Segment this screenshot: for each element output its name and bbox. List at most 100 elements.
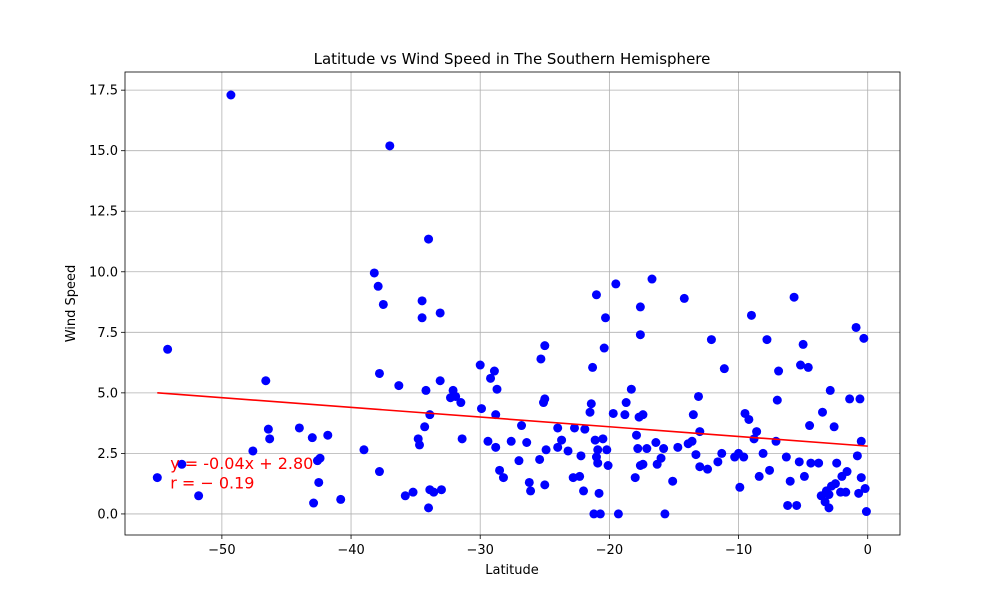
data-point bbox=[695, 427, 705, 437]
data-point bbox=[263, 424, 273, 434]
data-point bbox=[603, 461, 613, 471]
data-point bbox=[177, 459, 187, 469]
data-point bbox=[830, 479, 840, 489]
data-point bbox=[739, 452, 749, 462]
data-point bbox=[492, 384, 502, 394]
data-point bbox=[818, 407, 827, 417]
data-point bbox=[860, 484, 870, 494]
data-point bbox=[576, 451, 586, 461]
data-point bbox=[803, 362, 813, 372]
data-point bbox=[261, 376, 271, 386]
x-tick-label: −20 bbox=[596, 543, 623, 558]
data-point bbox=[575, 471, 585, 481]
data-point bbox=[563, 446, 573, 456]
data-point bbox=[491, 410, 501, 420]
regression-equation: y = -0.04x + 2.80 bbox=[170, 454, 313, 473]
data-point bbox=[852, 451, 862, 461]
data-point bbox=[540, 341, 550, 351]
data-point bbox=[630, 473, 640, 483]
data-point bbox=[798, 339, 808, 349]
data-point bbox=[589, 509, 599, 519]
data-point bbox=[774, 366, 784, 376]
data-point bbox=[491, 442, 501, 452]
data-point bbox=[425, 410, 435, 420]
data-point bbox=[514, 456, 524, 466]
data-point bbox=[378, 299, 388, 309]
data-point bbox=[591, 290, 601, 300]
data-point bbox=[526, 486, 536, 496]
data-point bbox=[829, 422, 839, 432]
data-point bbox=[859, 333, 869, 343]
data-point bbox=[400, 491, 410, 501]
data-point bbox=[477, 404, 486, 414]
data-point bbox=[752, 427, 762, 437]
data-point bbox=[540, 480, 550, 490]
data-point bbox=[799, 471, 809, 481]
data-point bbox=[841, 487, 851, 497]
data-point bbox=[489, 366, 499, 376]
data-point bbox=[424, 234, 434, 244]
y-tick-label: 5.0 bbox=[97, 386, 118, 401]
data-point bbox=[541, 445, 551, 455]
data-point bbox=[765, 465, 775, 475]
data-point bbox=[695, 462, 705, 472]
data-point bbox=[746, 310, 756, 320]
data-point bbox=[832, 458, 842, 468]
data-point bbox=[309, 498, 319, 508]
x-axis-ticks: −50 −40 −30 −20 −10 0 bbox=[208, 535, 872, 558]
data-point bbox=[194, 491, 204, 501]
data-point bbox=[703, 464, 713, 474]
data-point bbox=[771, 436, 781, 446]
data-point bbox=[861, 507, 871, 517]
data-point bbox=[580, 424, 590, 434]
data-point bbox=[424, 503, 434, 513]
y-tick-label: 12.5 bbox=[89, 205, 118, 220]
data-point bbox=[601, 313, 610, 323]
data-point bbox=[613, 509, 623, 519]
data-point bbox=[806, 458, 816, 468]
data-point bbox=[749, 434, 759, 444]
data-point bbox=[825, 385, 835, 395]
data-point bbox=[359, 445, 369, 455]
data-point bbox=[792, 500, 802, 510]
data-point bbox=[420, 422, 430, 432]
data-point bbox=[717, 448, 727, 458]
data-point bbox=[495, 465, 505, 475]
data-point bbox=[373, 281, 383, 291]
data-point bbox=[611, 279, 621, 289]
data-point bbox=[483, 436, 493, 446]
y-tick-label: 2.5 bbox=[97, 447, 118, 462]
data-point bbox=[394, 381, 404, 391]
data-point bbox=[588, 362, 598, 372]
data-point bbox=[593, 445, 603, 455]
data-point bbox=[369, 268, 379, 278]
data-point bbox=[265, 434, 275, 444]
grid-lines bbox=[125, 72, 900, 535]
data-point bbox=[635, 302, 645, 312]
data-point bbox=[374, 368, 384, 378]
data-point bbox=[417, 296, 427, 306]
data-point bbox=[590, 435, 600, 445]
y-axis-ticks: 0.0 2.5 5.0 7.5 10.0 12.5 15.0 17.5 bbox=[89, 84, 125, 522]
data-point bbox=[486, 373, 496, 383]
data-point bbox=[855, 394, 865, 404]
data-point bbox=[336, 494, 346, 504]
data-point bbox=[783, 500, 793, 510]
data-point bbox=[668, 476, 678, 486]
regression-line bbox=[157, 392, 868, 447]
data-point bbox=[323, 430, 333, 440]
data-point bbox=[719, 364, 729, 374]
data-point bbox=[856, 436, 866, 446]
data-point bbox=[524, 477, 534, 487]
data-point bbox=[824, 490, 834, 500]
data-point bbox=[294, 423, 304, 433]
data-point bbox=[633, 444, 643, 454]
plot-frame bbox=[124, 71, 901, 536]
data-point bbox=[691, 450, 701, 460]
data-point bbox=[642, 444, 652, 454]
data-point bbox=[517, 421, 527, 431]
x-tick-label: −10 bbox=[725, 543, 752, 558]
data-point bbox=[638, 410, 648, 420]
data-point bbox=[408, 487, 418, 497]
